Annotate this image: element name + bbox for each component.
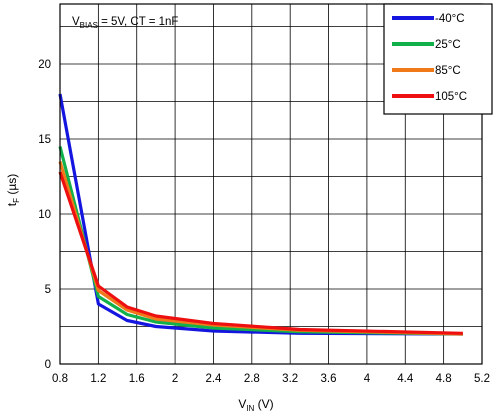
y-axis-title-sub: F (12, 198, 21, 203)
legend-label: 105°C (435, 91, 467, 103)
y-axis-title-unit: (µs) (5, 174, 19, 198)
x-tick-labels: 0.8 1.2 1.6 2 2.4 2.8 3.2 3.6 4 4.4 4.8 5.2 (52, 373, 490, 385)
legend: -40°C 25°C 85°C 105°C (383, 3, 493, 115)
x-tick-label: 1.6 (129, 373, 145, 385)
series-layer (58, 93, 463, 336)
legend-label: 85°C (435, 65, 461, 77)
x-tick-label: 2.8 (244, 373, 260, 385)
y-tick-label: 20 (38, 59, 51, 71)
annotation-v: V (72, 16, 80, 28)
x-tick-label: 4 (364, 373, 371, 385)
x-tick-label: 0.8 (52, 373, 68, 385)
annotation-sub: BIAS (80, 21, 98, 30)
x-tick-label: 4.4 (397, 373, 414, 385)
x-tick-label: 5.2 (474, 373, 490, 385)
y-tick-label: 15 (38, 134, 51, 146)
legend-label: -40°C (435, 13, 465, 25)
series-line-105°C (58, 171, 463, 335)
x-axis-title-unit: (V) (254, 397, 273, 411)
x-tick-label: 4.8 (436, 373, 452, 385)
y-tick-label: 5 (45, 284, 51, 296)
y-axis-title-main: t (5, 202, 19, 206)
x-axis-title: VIN (V) (238, 397, 273, 413)
legend-items: -40°C 25°C 85°C 105°C (392, 13, 467, 103)
plot-frame (59, 3, 483, 365)
condition-annotation: VBIAS = 5V, CT = 1nF (72, 16, 178, 30)
x-tick-label: 2 (172, 373, 178, 385)
x-tick-label: 2.4 (205, 373, 222, 385)
annotation-rest: = 5V, CT = 1nF (98, 16, 179, 28)
x-tick-label: 3.6 (321, 373, 337, 385)
y-tick-labels: 0 5 10 15 20 (38, 59, 51, 371)
x-tick-label: 3.2 (282, 373, 298, 385)
y-axis-title: tF (µs) (5, 174, 21, 206)
x-axis-title-main: V (238, 397, 246, 411)
x-axis-title-sub: IN (246, 404, 254, 413)
x-tick-label: 1.2 (90, 373, 106, 385)
y-tick-label: 0 (45, 359, 51, 371)
y-tick-label: 10 (38, 209, 51, 221)
legend-label: 25°C (435, 39, 461, 51)
